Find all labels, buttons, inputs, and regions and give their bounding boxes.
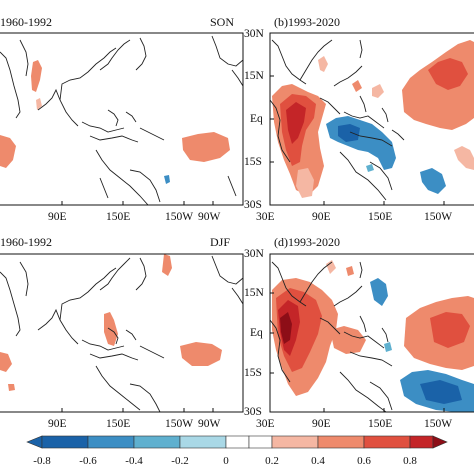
- panel-a-anomaly-red: [182, 132, 230, 162]
- colorbar-segment: [225, 435, 250, 449]
- colorbar-tick-label: -0.4: [125, 455, 143, 467]
- x-tick-label: 90E: [48, 211, 67, 223]
- panel-c-anomaly-blue: [146, 248, 150, 252]
- x-tick-label: 90W: [198, 418, 221, 430]
- panel-a-map: [0, 35, 243, 205]
- panel-a-anomaly-red: [31, 60, 42, 92]
- y-tick-label: 15S: [244, 367, 262, 379]
- y-tick-label: 15N: [244, 287, 264, 299]
- x-tick-label: 150W: [424, 418, 453, 430]
- colorbar-tick-label: -0.2: [171, 455, 189, 467]
- panel-d-anomaly-red: [326, 260, 336, 274]
- colorbar-segment: [179, 435, 227, 449]
- x-tick-label: 150E: [368, 211, 393, 223]
- colorbar-tick-label: 0.6: [357, 455, 371, 467]
- panel-c-season: DJF: [210, 235, 231, 249]
- panel-b-anomaly-red: [286, 102, 306, 144]
- colorbar-segment: [409, 435, 434, 449]
- panel-b-anomaly-blue: [338, 124, 360, 142]
- panel-a-season: SON: [210, 15, 235, 29]
- panel-d-anomaly-red: [346, 266, 354, 276]
- colorbar-segment: [432, 435, 448, 449]
- y-tick-label: 30S: [244, 199, 262, 211]
- panel-c-anomaly-red: [162, 254, 172, 276]
- x-tick-label: 90E: [312, 211, 331, 223]
- x-tick-label: 150W: [424, 211, 453, 223]
- colorbar: [26, 435, 448, 449]
- panel-d-anomaly-red: [330, 326, 366, 354]
- y-tick-label: 15S: [244, 156, 262, 168]
- y-tick-label: Eq: [250, 113, 263, 125]
- panel-a-coastline: [0, 35, 243, 205]
- panel-b-anomaly-red: [428, 58, 468, 90]
- colorbar-tick-label: 0.2: [265, 455, 279, 467]
- panel-b-coastline: [270, 39, 405, 201]
- colorbar-segment: [26, 435, 43, 449]
- colorbar-segment: [363, 435, 411, 449]
- panel-c-anomaly-red: [0, 352, 12, 372]
- panel-d-anomaly-blue: [370, 278, 388, 306]
- panel-d-anomaly-blue: [420, 380, 462, 404]
- panel-c-frame: [0, 253, 244, 413]
- panel-c-map: [0, 248, 243, 412]
- y-tick-label: 30S: [244, 406, 262, 418]
- panel-d-coastline: [270, 261, 393, 412]
- panel-b-anomaly-red: [372, 84, 384, 98]
- y-tick-label: 30N: [244, 248, 264, 260]
- panel-a-anomaly-blue: [164, 175, 170, 184]
- panel-b-anomaly-blue: [420, 168, 446, 194]
- x-tick-label: 150W: [165, 211, 194, 223]
- colorbar-segment: [41, 435, 89, 449]
- panel-b-title: (b)1993-2020: [274, 15, 340, 29]
- panel-b-anomaly-red: [352, 80, 362, 92]
- colorbar-tick-label: 0.8: [403, 455, 417, 467]
- panel-d-map: [270, 260, 474, 412]
- panel-a-frame: [0, 32, 244, 206]
- x-tick-label: 90E: [312, 418, 331, 430]
- y-tick-label: 15N: [244, 70, 264, 82]
- x-tick-label: 90E: [48, 418, 67, 430]
- colorbar-segment: [271, 435, 319, 449]
- panel-c-anomaly-red: [8, 384, 15, 391]
- panel-d-title: (d)1993-2020: [274, 235, 340, 249]
- x-tick-label: 30E: [256, 418, 275, 430]
- panel-c-anomaly-red: [104, 312, 118, 346]
- panel-a-anomaly-red: [36, 98, 42, 110]
- panel-a-anomaly-red: [0, 135, 16, 168]
- y-tick-label: 30N: [244, 28, 264, 40]
- x-tick-label: 150E: [106, 418, 131, 430]
- colorbar-segment: [317, 435, 365, 449]
- colorbar-segment: [87, 435, 135, 449]
- colorbar-segment: [133, 435, 181, 449]
- panel-a-title: 1960-1992: [0, 15, 52, 29]
- colorbar-tick-label: -0.8: [33, 455, 51, 467]
- panel-b-map: [270, 39, 474, 201]
- x-tick-label: 150E: [106, 211, 131, 223]
- panel-d-anomaly-red: [280, 312, 292, 344]
- panel-c-anomaly-red: [180, 342, 222, 366]
- x-tick-label: 30E: [256, 211, 275, 223]
- colorbar-tick-label: 0.4: [311, 455, 325, 467]
- panel-b-anomaly-red: [296, 168, 314, 198]
- panel-c-title: 1960-1992: [0, 235, 52, 249]
- panel-d-anomaly-blue: [384, 342, 392, 352]
- panel-b-anomaly-blue: [366, 164, 374, 172]
- colorbar-tick-label: -0.6: [79, 455, 97, 467]
- panel-c-coastline: [0, 255, 243, 412]
- panel-b-anomaly-red: [318, 56, 328, 72]
- x-tick-label: 90W: [198, 211, 221, 223]
- colorbar-segment: [248, 435, 273, 449]
- panel-d-anomaly-red: [430, 312, 470, 348]
- panel-b-anomaly-blue: [326, 116, 396, 170]
- x-tick-label: 150W: [165, 418, 194, 430]
- tick-marks: [61, 75, 445, 412]
- colorbar-tick-label: 0: [223, 455, 229, 467]
- x-tick-label: 150E: [368, 418, 393, 430]
- y-tick-label: Eq: [250, 327, 263, 339]
- panel-b-anomaly-red: [454, 146, 474, 170]
